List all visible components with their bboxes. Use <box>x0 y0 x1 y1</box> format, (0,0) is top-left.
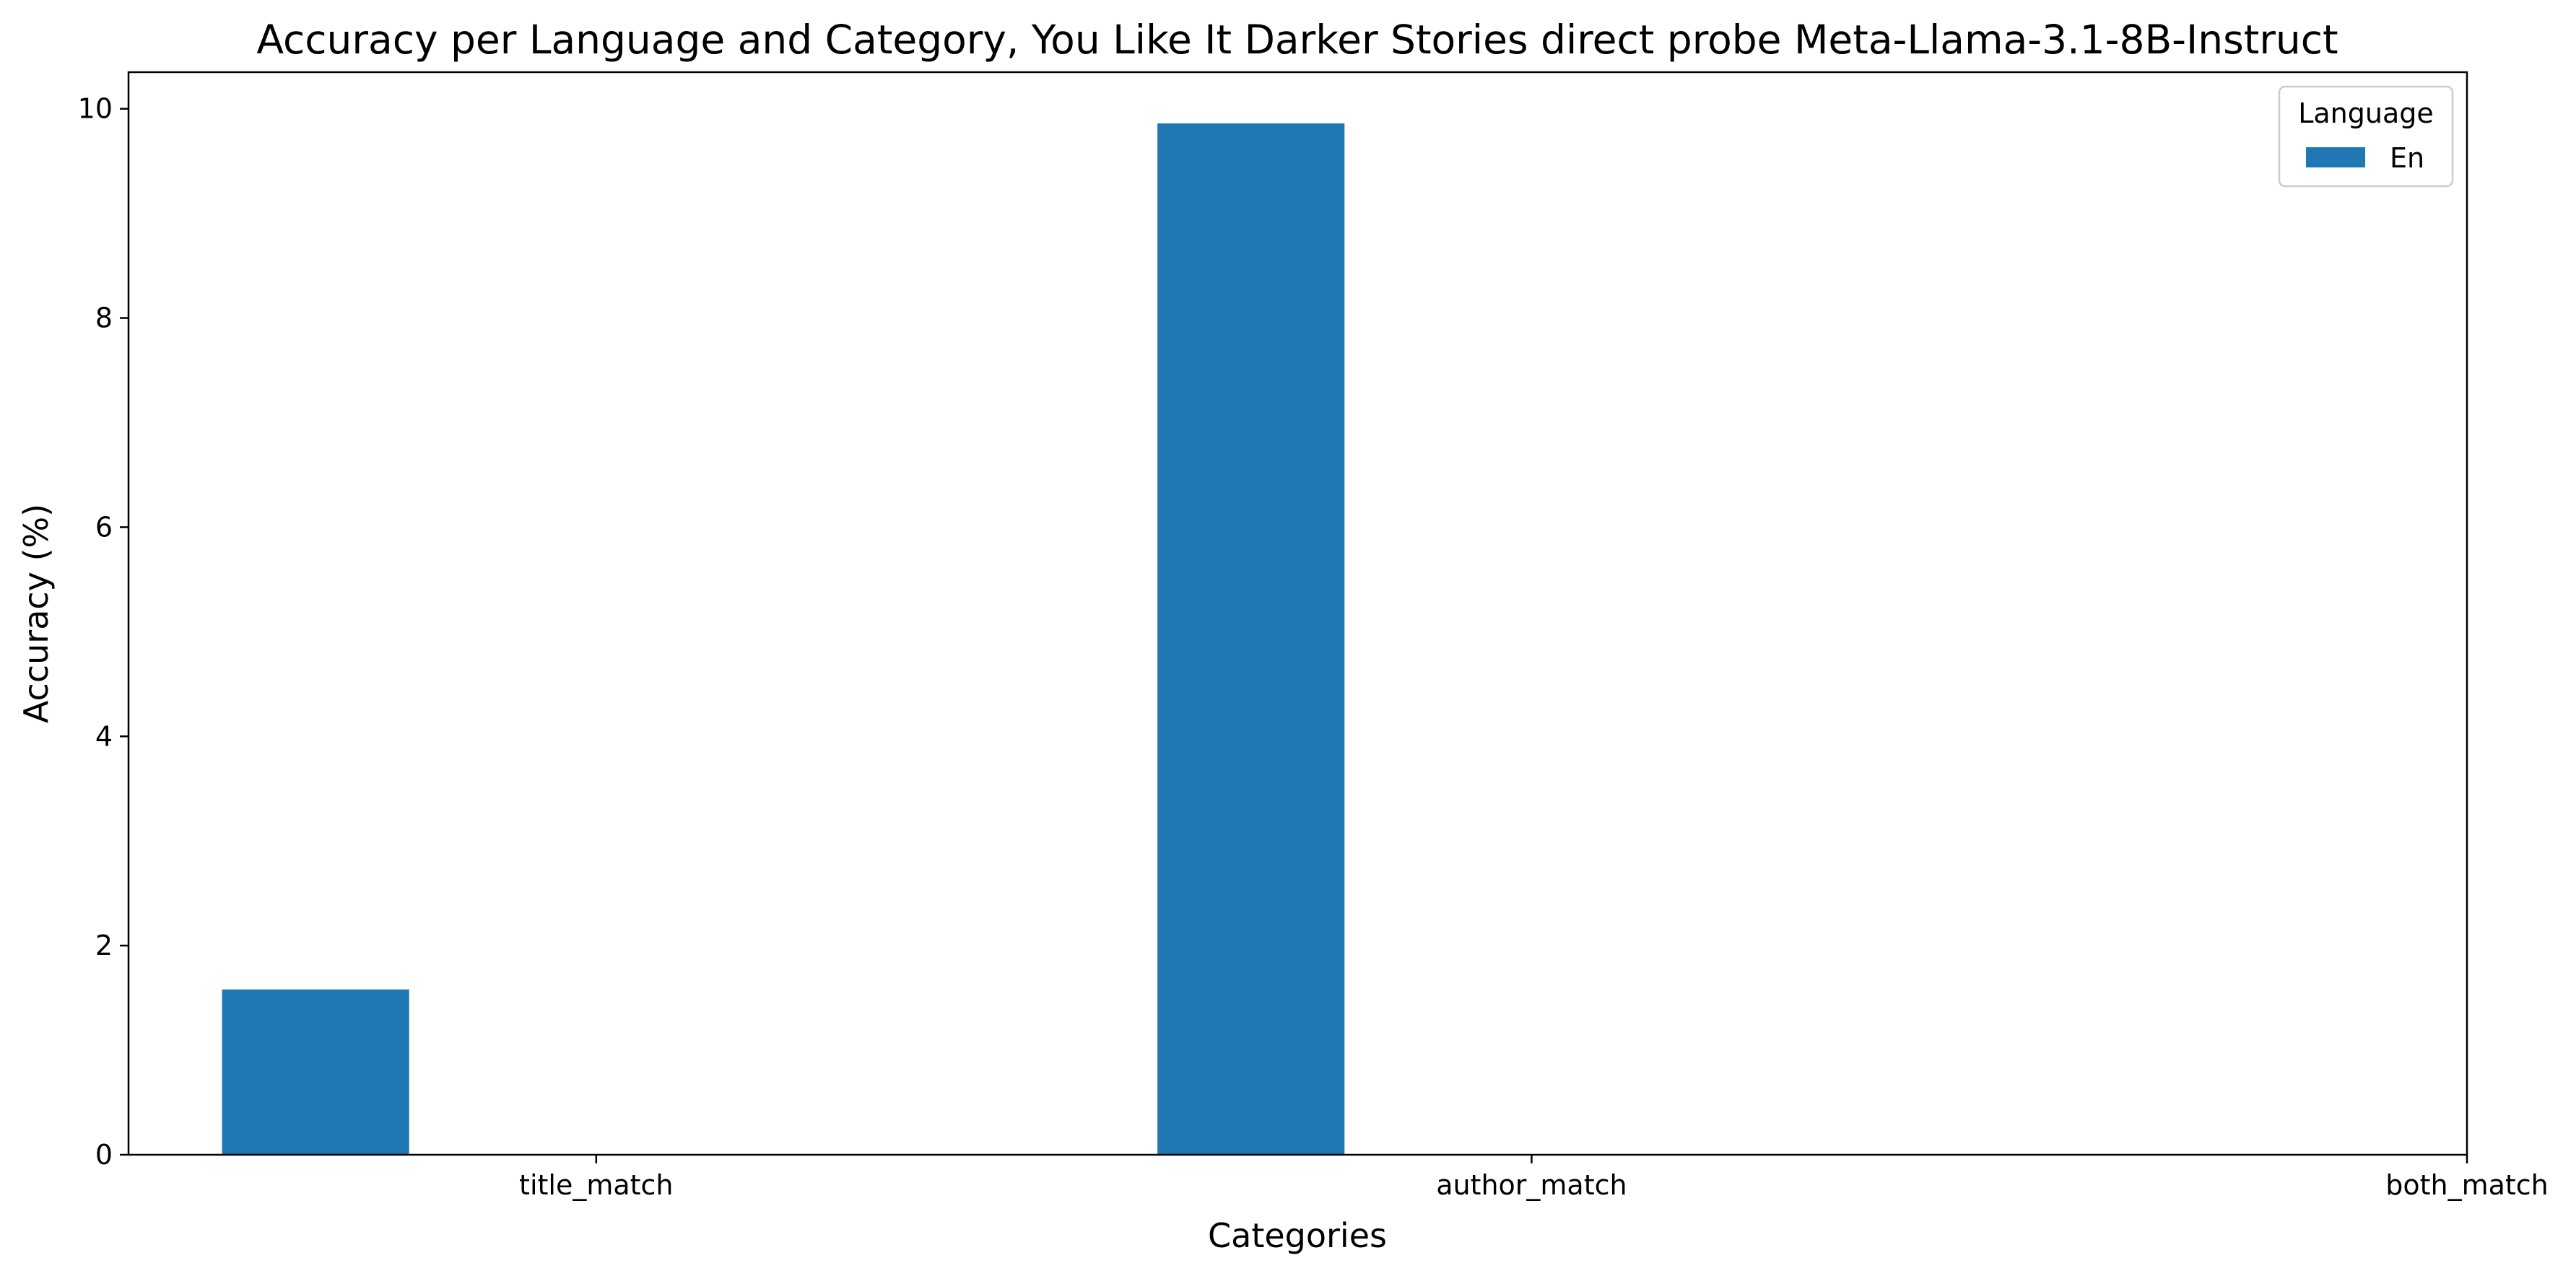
plot-area-frame <box>127 71 2468 1156</box>
y-tick-label: 10 <box>78 93 113 125</box>
x-tick-label-title-match: title_match <box>519 1169 673 1201</box>
legend-label-en: En <box>2390 142 2424 174</box>
legend-title: Language <box>2298 97 2434 129</box>
chart-title: Accuracy per Language and Category, You … <box>256 17 2338 63</box>
bars-layer <box>222 123 1345 1155</box>
x-tick-label-both-match: both_match <box>2385 1169 2549 1201</box>
y-tick-label: 6 <box>95 511 113 543</box>
y-tick-label: 2 <box>95 930 113 961</box>
x-axis-label: Categories <box>1208 1216 1387 1255</box>
x-axis-ticks: title_match author_match both_match <box>519 1155 2549 1201</box>
bar-title-match-en <box>222 989 409 1155</box>
y-tick-label: 4 <box>95 720 113 752</box>
y-tick-label: 8 <box>95 302 113 334</box>
y-axis-ticks: 0 2 4 6 8 10 <box>78 93 129 1171</box>
legend: Language En <box>2278 85 2454 188</box>
bar-author-match-en <box>1157 123 1345 1155</box>
y-tick-label: 0 <box>95 1139 113 1171</box>
y-axis-label: Accuracy (%) <box>17 504 56 723</box>
legend-swatch-en <box>2306 147 2365 167</box>
x-tick-label-author-match: author_match <box>1436 1169 1627 1201</box>
